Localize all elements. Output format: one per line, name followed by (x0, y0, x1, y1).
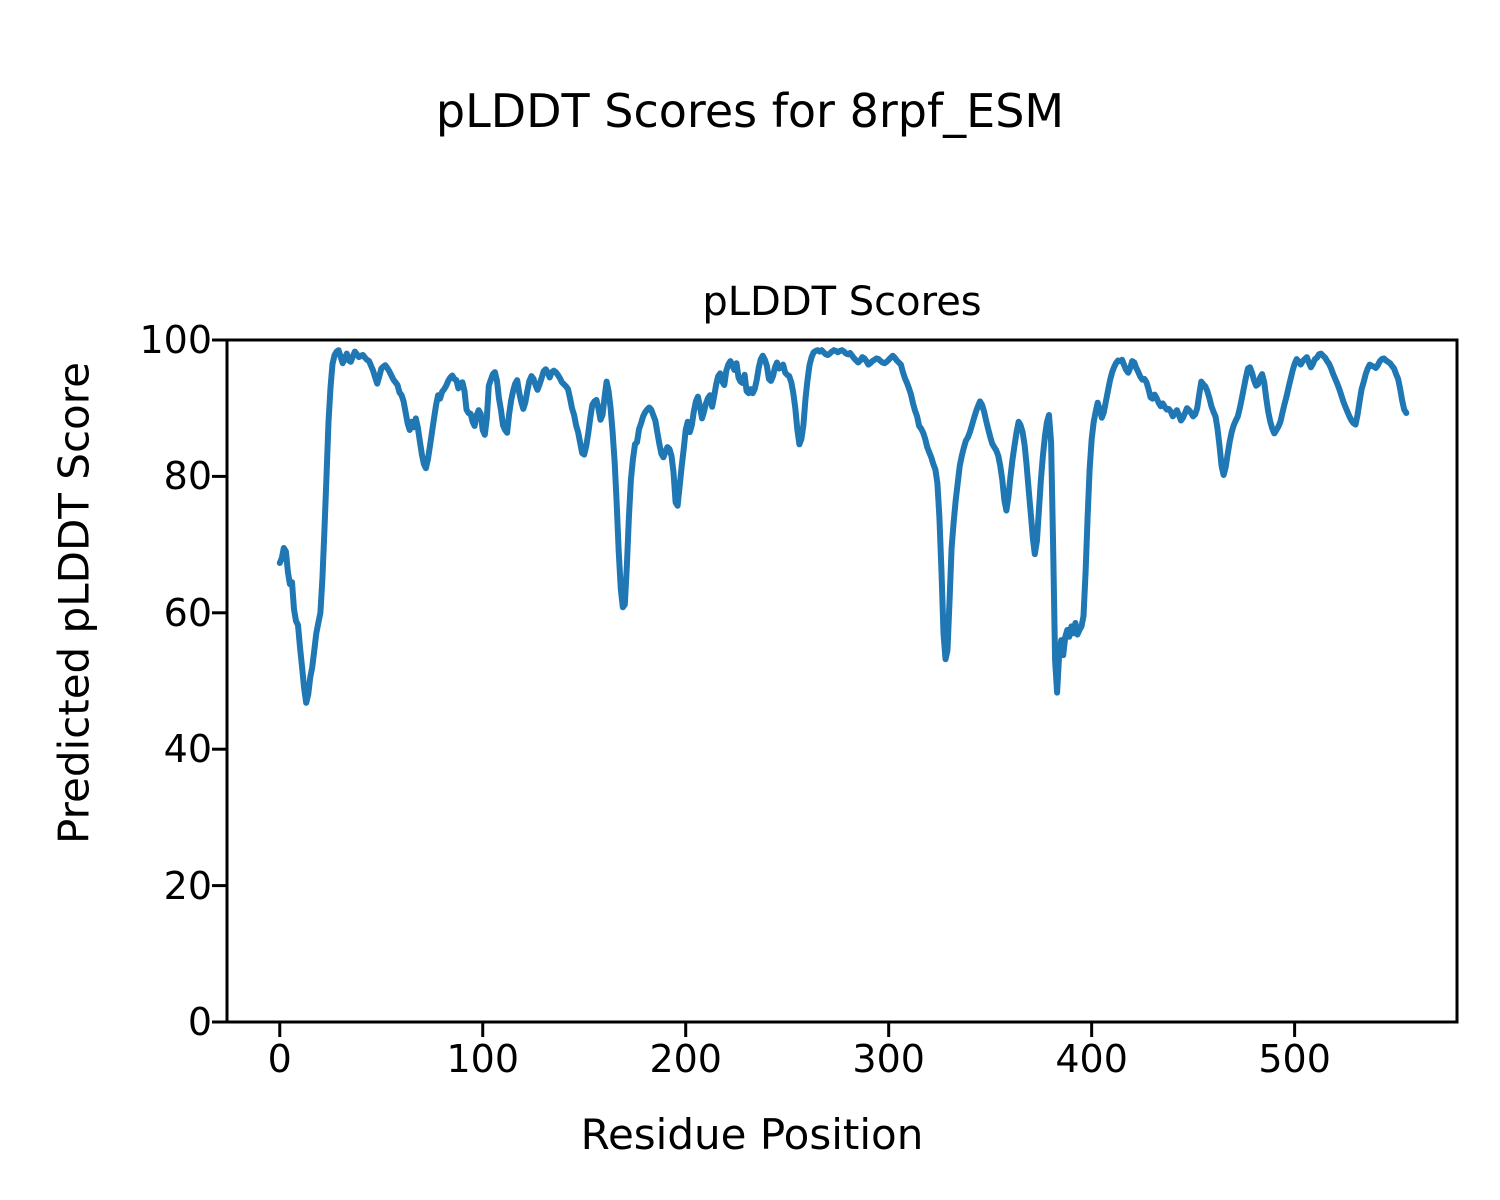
y-tick-label: 100 (139, 318, 212, 362)
x-tick-label: 200 (649, 1037, 722, 1081)
tick-marks (212, 338, 1297, 1037)
y-tick-label: 60 (163, 590, 212, 635)
x-axis-label: Residue Position (580, 1110, 924, 1159)
axes-frame (225, 338, 1459, 1024)
x-tick-label: 300 (852, 1037, 925, 1081)
y-tick-label: 20 (163, 863, 212, 908)
x-tick-label: 500 (1258, 1037, 1331, 1081)
figure-title: pLDDT Scores for 8rpf_ESM (435, 84, 1065, 138)
x-tick-label: 400 (1055, 1037, 1128, 1081)
y-tick-label: 80 (163, 454, 212, 499)
x-tick-label: 100 (446, 1037, 519, 1081)
axes-title: pLDDT Scores (702, 279, 982, 325)
plddt-line-series (276, 347, 1410, 706)
y-tick-label: 0 (187, 1000, 212, 1044)
y-axis-label: Predicted pLDDT Score (49, 362, 99, 844)
x-tick-label: 0 (267, 1037, 292, 1081)
y-tick-label: 40 (163, 727, 212, 772)
